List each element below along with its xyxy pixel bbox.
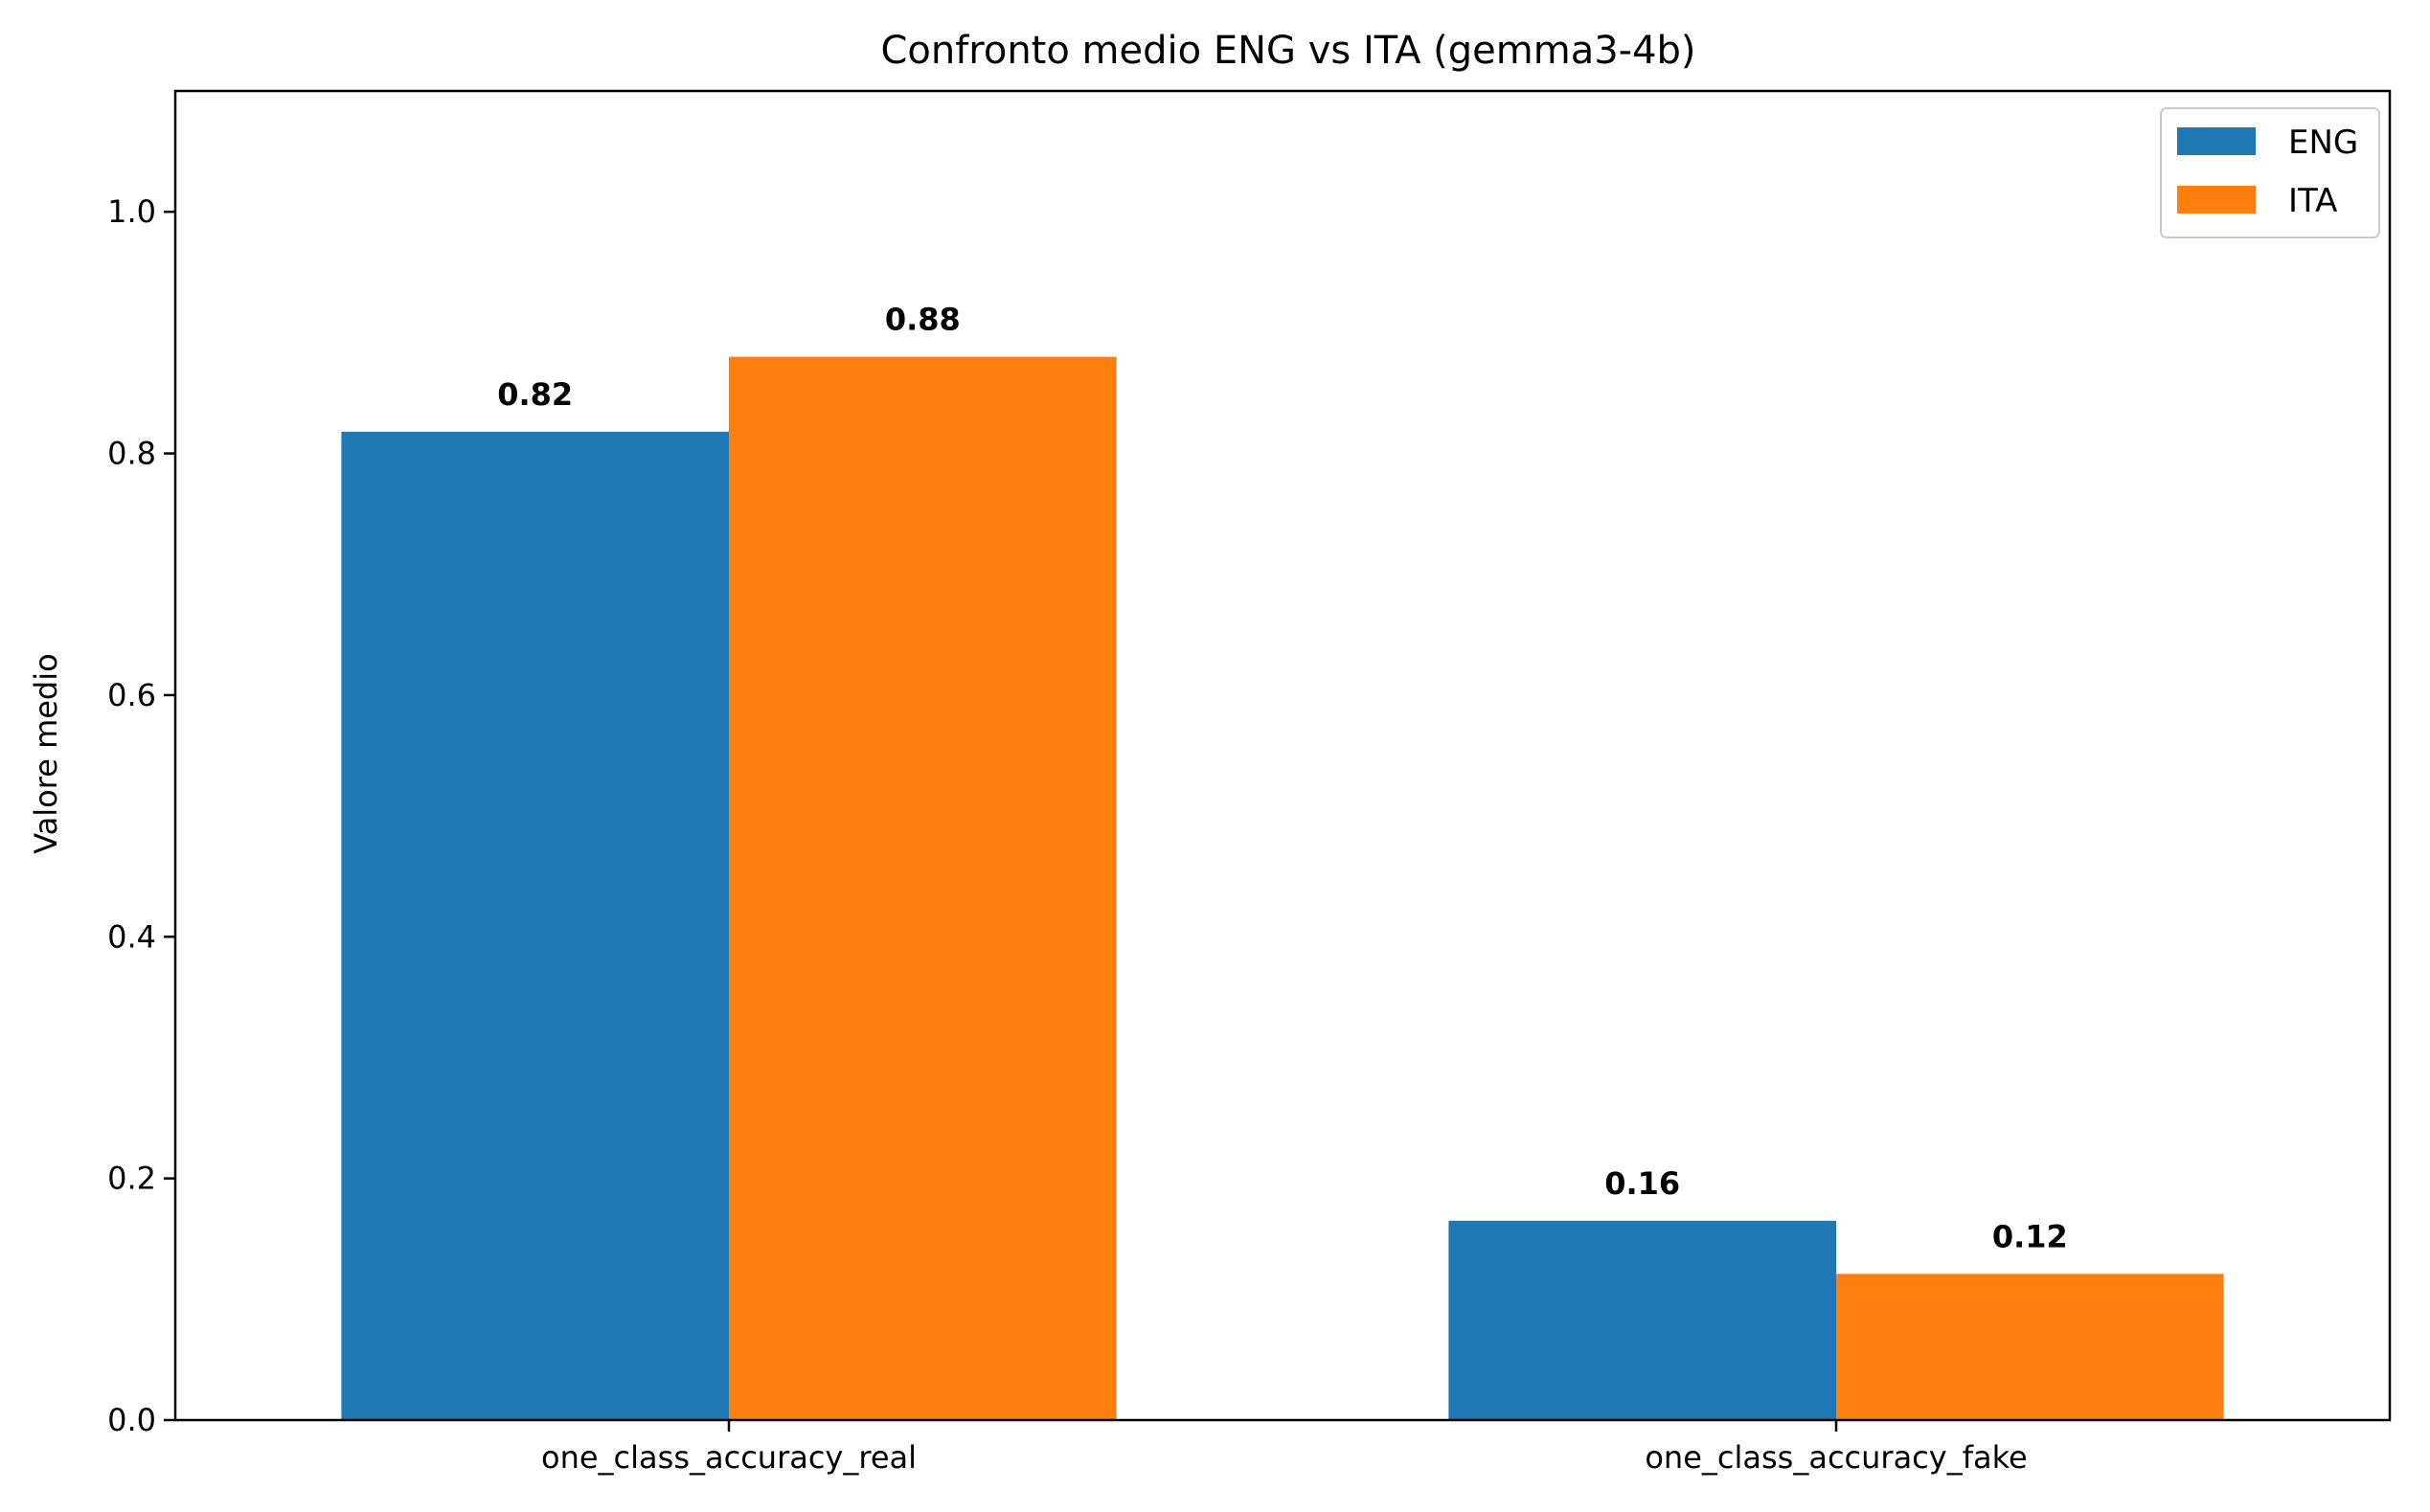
y-tick-label: 0.0 — [107, 1402, 156, 1438]
x-tick-label: one_class_accuracy_real — [541, 1439, 917, 1476]
y-axis: 0.0 0.2 0.4 0.6 0.8 1.0 — [107, 193, 175, 1438]
plot-area-frame — [173, 89, 2392, 1422]
y-tick-label: 1.0 — [107, 193, 156, 230]
y-tick-label: 0.2 — [107, 1161, 156, 1197]
y-axis-label: Valore medio — [28, 653, 64, 853]
data-label: 0.16 — [1604, 1165, 1680, 1202]
data-label: 0.12 — [1992, 1218, 2068, 1254]
x-tick-label: one_class_accuracy_fake — [1645, 1439, 2027, 1476]
chart-title: Confronto medio ENG vs ITA (gemma3-4b) — [880, 29, 1695, 73]
legend[interactable]: ENG ITA — [2160, 107, 2380, 238]
data-label: 0.88 — [885, 302, 961, 338]
data-labels-group: 0.82 0.16 0.88 0.12 — [497, 302, 2068, 1255]
bar-eng — [341, 431, 729, 1420]
legend-swatch-ita — [2177, 186, 2256, 214]
legend-label-eng: ENG — [2288, 124, 2358, 162]
bar-eng — [1448, 1220, 1836, 1420]
y-tick-label: 0.8 — [107, 436, 156, 472]
bar-ita — [729, 356, 1117, 1421]
y-tick-label: 0.4 — [107, 918, 156, 955]
legend-label-ita: ITA — [2288, 182, 2337, 220]
y-tick-label: 0.6 — [107, 677, 156, 713]
legend-swatch-eng — [2177, 127, 2256, 155]
bar-ita — [1836, 1274, 2224, 1420]
data-label: 0.82 — [497, 376, 573, 413]
x-axis: one_class_accuracy_real one_class_accurac… — [541, 1420, 2028, 1476]
bars-group — [341, 356, 2224, 1421]
